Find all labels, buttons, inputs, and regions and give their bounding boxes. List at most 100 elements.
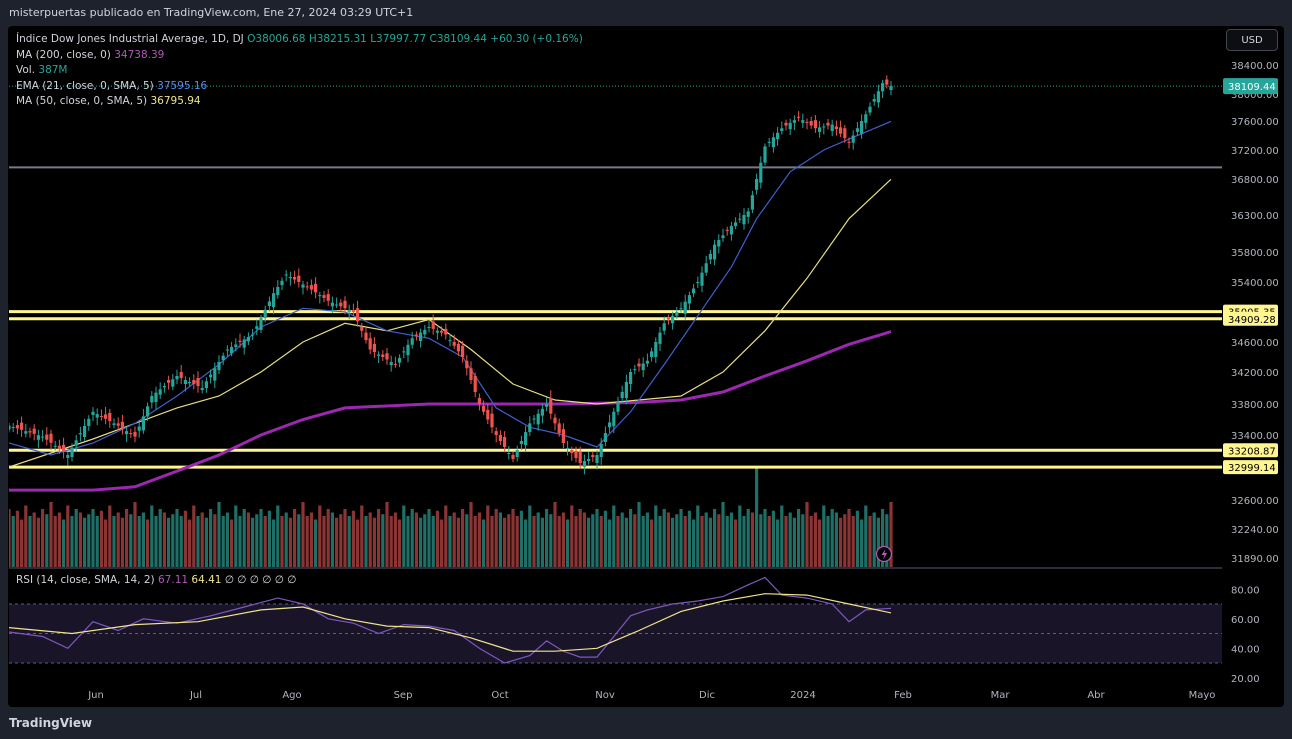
ma200-line (9, 330, 892, 492)
time-axis-label: Nov (595, 690, 615, 701)
candle-body (146, 406, 150, 417)
candle-body (675, 312, 679, 316)
time-axis-label: Ago (282, 690, 301, 701)
volume-bar (734, 519, 738, 567)
volume-bar (847, 509, 851, 567)
candle-body (570, 450, 574, 453)
tradingview-logo[interactable]: TradingView (9, 716, 92, 730)
candle-body (49, 433, 53, 443)
candle-body (477, 398, 481, 404)
rsi-legend[interactable]: RSI (14, close, SMA, 14, 2) 67.11 64.41 … (16, 574, 296, 586)
candle-body (368, 338, 372, 350)
volume-bar (120, 517, 124, 567)
volume-bar (99, 510, 103, 567)
candle-body (759, 162, 763, 183)
price-axis-tick: 35800.00 (1231, 248, 1279, 259)
volume-bar (175, 509, 179, 567)
candle-body (137, 426, 141, 431)
rsi-ma-value: 64.41 (191, 574, 222, 586)
candle-body (360, 327, 364, 331)
legend-row-ma50[interactable]: MA (50, close, 0, SMA, 5) 36795.94 (16, 94, 583, 110)
candle-body (528, 423, 532, 433)
legend-row-volume[interactable]: Vol. 387M (16, 63, 583, 79)
volume-bar (141, 512, 145, 567)
candle-body (343, 300, 347, 309)
candle-body (839, 127, 843, 134)
volume-bar (398, 519, 402, 567)
volume-bar (461, 509, 465, 567)
level-price-tag-bg (1223, 460, 1278, 475)
ma200-value: 34738.39 (114, 48, 165, 61)
axes: 38400.00 38000.00 37600.00 37200.00 36800.00… (9, 61, 1279, 701)
legend-row-ma200[interactable]: MA (200, close, 0) 34738.39 (16, 48, 583, 64)
rsi-axis-tick: 80.00 (1231, 585, 1260, 596)
volume-bar (696, 505, 700, 567)
candle-body (24, 431, 28, 434)
candle-body (574, 451, 578, 458)
candle-body (230, 347, 234, 354)
candle-body (87, 418, 91, 426)
volume-bar (444, 505, 448, 567)
volume-bar (41, 509, 45, 567)
volume-bar (477, 512, 481, 567)
candle-body (461, 345, 465, 357)
candle-body (301, 284, 305, 288)
volume-bar (536, 512, 540, 567)
candle-body (385, 353, 389, 360)
candle-body (809, 121, 813, 126)
volume-bar (490, 516, 494, 567)
candle-body (221, 355, 225, 361)
chart-frame[interactable] (8, 26, 1284, 707)
volume-bar (343, 509, 347, 567)
volume-bar (301, 502, 305, 567)
volume-bar (755, 467, 759, 567)
candle-body (503, 437, 507, 447)
volume-label: Vol. (16, 64, 36, 76)
time-axis-label: Mayo (1189, 690, 1216, 701)
volume-bar (566, 519, 570, 567)
volume-bar (314, 519, 318, 567)
volume-bar (125, 509, 129, 567)
volume-bar (57, 512, 61, 567)
candle-body (750, 195, 754, 210)
volume-bar (406, 516, 410, 567)
candle-body (330, 302, 334, 307)
price-axis-tick: 32600.00 (1231, 496, 1279, 507)
candle-body (885, 79, 889, 85)
candle-body (813, 120, 817, 129)
volume-bar (423, 514, 427, 567)
footer: TradingView (0, 707, 1292, 739)
candle-body (9, 425, 11, 430)
lightning-icon[interactable] (875, 545, 893, 563)
candle-body (356, 308, 360, 322)
legend-row-ema21[interactable]: EMA (21, close, 0, SMA, 5) 37595.16 (16, 79, 583, 95)
candle-body (549, 398, 553, 414)
volume-bars (9, 467, 893, 567)
volume-bar (410, 509, 414, 567)
candle-body (389, 362, 393, 366)
candle-body (654, 342, 658, 357)
volume-bar (834, 512, 838, 567)
candle-body (683, 301, 687, 314)
currency-button[interactable]: USD (1226, 29, 1278, 51)
volume-bar (587, 517, 591, 567)
volume-bar (582, 512, 586, 567)
volume-bar (171, 514, 175, 567)
candle-body (104, 414, 108, 419)
volume-bar (70, 516, 74, 567)
candle-body (11, 427, 15, 429)
candle-body (347, 310, 351, 312)
volume-bar (9, 509, 11, 567)
volume-bar (839, 517, 843, 567)
moving-average-lines (9, 120, 892, 492)
last-price-tag: 38109.44 (1228, 82, 1276, 93)
candle-body (120, 421, 124, 429)
candle-body (700, 272, 704, 286)
volume-bar (561, 512, 565, 567)
volume-bar (671, 517, 675, 567)
volume-bar (801, 514, 805, 567)
volume-bar (797, 509, 801, 567)
candle-body (263, 309, 267, 318)
volume-bar (624, 517, 628, 567)
